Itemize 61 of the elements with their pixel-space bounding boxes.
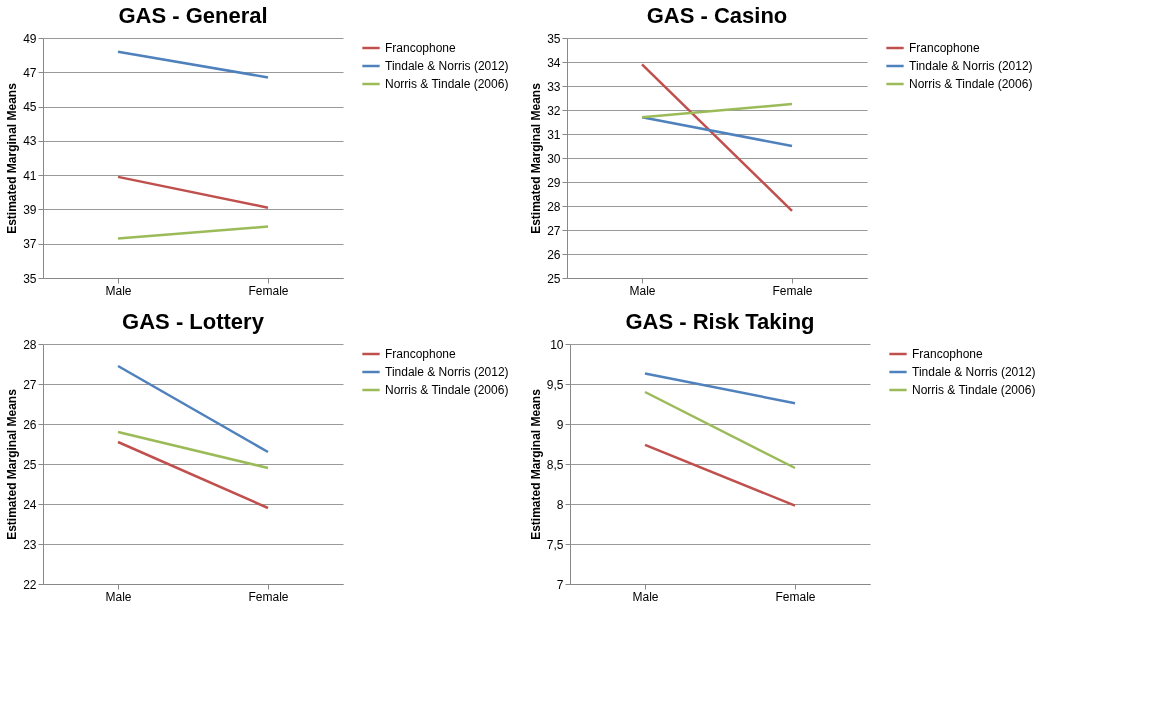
y-tick-label: 26 [547, 247, 561, 262]
x-tick-label: Male [105, 283, 132, 298]
y-tick-label: 39 [23, 202, 37, 217]
legend-label: Norris & Tindale (2006) [385, 383, 509, 397]
y-tick-label: 28 [23, 337, 37, 352]
chart-title: GAS - General [118, 3, 268, 28]
y-tick-label: 25 [547, 271, 561, 286]
y-tick-label: 23 [23, 537, 37, 552]
legend-label: Tindale & Norris (2012) [912, 365, 1036, 379]
y-tick-label: 41 [23, 168, 37, 183]
legend-label: Norris & Tindale (2006) [912, 383, 1036, 397]
chart-title: GAS - Risk Taking [625, 309, 815, 334]
y-tick-label: 47 [23, 65, 37, 80]
legend-label: Norris & Tindale (2006) [385, 77, 509, 91]
y-tick-label: 35 [23, 271, 37, 286]
y-tick-label: 43 [23, 134, 37, 149]
legend-label: Francophone [912, 347, 984, 361]
y-tick-label: 8,5 [546, 457, 564, 472]
y-tick-label: 33 [547, 79, 561, 94]
legend-label: Tindale & Norris (2012) [909, 59, 1033, 73]
y-tick-label: 10 [550, 337, 564, 352]
y-tick-label: 30 [547, 151, 561, 166]
y-tick-label: 8 [556, 497, 564, 512]
legend-label: Francophone [385, 347, 457, 361]
y-tick-label: 9 [556, 417, 564, 432]
x-tick-label: Female [775, 589, 816, 604]
y-tick-label: 35 [547, 31, 561, 46]
legend-label: Francophone [385, 41, 457, 55]
x-tick-label: Male [629, 283, 656, 298]
y-axis-title: Estimated Marginal Means [5, 82, 20, 234]
chart-title: GAS - Casino [646, 3, 788, 28]
x-tick-label: Male [632, 589, 659, 604]
y-axis-title: Estimated Marginal Means [528, 388, 543, 540]
legend-label: Francophone [909, 41, 981, 55]
y-tick-label: 26 [23, 417, 37, 432]
y-tick-label: 24 [23, 497, 37, 512]
y-axis-title: Estimated Marginal Means [5, 388, 20, 540]
y-tick-label: 27 [547, 223, 561, 238]
y-tick-label: 27 [23, 377, 37, 392]
x-tick-label: Female [248, 589, 289, 604]
legend-label: Norris & Tindale (2006) [909, 77, 1033, 91]
y-tick-label: 37 [23, 237, 37, 252]
y-tick-label: 25 [23, 457, 37, 472]
legend-label: Tindale & Norris (2012) [385, 59, 509, 73]
y-tick-label: 34 [547, 55, 561, 70]
y-tick-label: 32 [547, 103, 561, 118]
y-tick-label: 22 [23, 577, 37, 592]
y-tick-label: 31 [547, 127, 561, 142]
y-tick-label: 29 [547, 175, 561, 190]
y-tick-label: 7 [556, 577, 564, 592]
chart-title: GAS - Lottery [122, 309, 265, 334]
y-axis-title: Estimated Marginal Means [529, 82, 544, 234]
y-tick-label: 49 [23, 31, 37, 46]
x-tick-label: Male [105, 589, 132, 604]
legend-label: Tindale & Norris (2012) [385, 365, 509, 379]
y-tick-label: 7,5 [546, 537, 564, 552]
y-tick-label: 28 [547, 199, 561, 214]
x-tick-label: Female [248, 283, 289, 298]
y-tick-label: 9,5 [546, 377, 564, 392]
x-tick-label: Female [772, 283, 813, 298]
y-tick-label: 45 [23, 100, 37, 115]
